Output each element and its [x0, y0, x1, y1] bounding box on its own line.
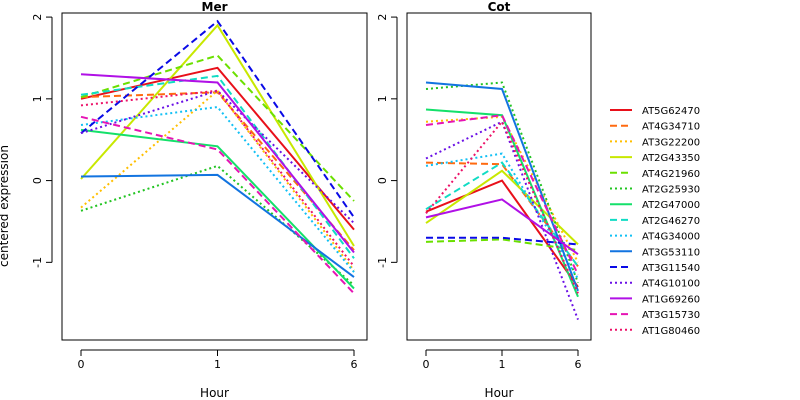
series-line-at3g53110: [80, 173, 355, 278]
legend-item: AT5G62470: [610, 106, 700, 117]
plot-frame: [406, 12, 592, 341]
legend-label: AT2G25930: [642, 185, 700, 196]
legend-item: AT2G47000: [610, 200, 700, 211]
panel-title: Cot: [488, 0, 511, 14]
series-line-at1g69260: [425, 198, 579, 256]
series-line-at1g80460: [80, 89, 355, 268]
legend-item: AT3G53110: [610, 247, 700, 258]
legend-item: AT2G46270: [610, 216, 700, 227]
panel-title: Mer: [202, 0, 228, 14]
legend-label: AT4G21960: [642, 169, 700, 180]
legend-label: AT2G43350: [642, 153, 700, 164]
legend-item: AT4G34000: [610, 232, 700, 243]
series-line-at4g34000: [80, 105, 355, 273]
legend-label: AT4G34710: [642, 122, 700, 133]
legend-label: AT3G22200: [642, 137, 700, 148]
x-tick-label: 0: [423, 358, 430, 371]
series-line-at2g25930: [425, 81, 579, 284]
legend-item: AT2G25930: [610, 185, 700, 196]
y-tick-label: 2: [31, 14, 44, 21]
chart-panel-cot: Cot 0 1 6 Hour -1 0 1 2: [376, 0, 592, 400]
y-tick-label: 1: [376, 95, 389, 102]
legend: AT5G62470 AT4G34710 AT3G22200 AT2G43350 AT4G…: [610, 106, 700, 337]
x-tick-label: 1: [214, 358, 221, 371]
y-tick-label: 1: [31, 95, 44, 102]
series-line-at3g15730: [80, 115, 355, 295]
legend-label: AT1G80460: [642, 326, 700, 337]
series-line-at3g22200: [80, 89, 355, 272]
series-line-at4g34710: [80, 91, 355, 251]
y-tick-label: -1: [376, 257, 389, 268]
x-tick-label: 1: [499, 358, 506, 371]
y-axis-label: centered expression: [0, 145, 11, 267]
chart-panels: Mer 0 1 6 Hour -1 0 1 2 Cot 0 1 6 Hour -1 0 1 2: [31, 0, 592, 400]
legend-label: AT1G69260: [642, 294, 700, 305]
x-tick-label: 0: [78, 358, 85, 371]
legend-label: AT3G53110: [642, 247, 700, 258]
legend-item: AT1G80460: [610, 326, 700, 337]
chart-panel-mer: Mer 0 1 6 Hour -1 0 1 2: [31, 0, 368, 400]
x-tick-label: 6: [351, 358, 358, 371]
legend-item: AT4G21960: [610, 169, 700, 180]
series-line-at2g46270: [425, 161, 579, 267]
legend-item: AT3G11540: [610, 263, 700, 274]
y-tick-label: 2: [376, 14, 389, 21]
series-line-at3g11540: [426, 236, 579, 246]
legend-item: AT2G43350: [610, 153, 700, 164]
y-tick-label: 0: [31, 177, 44, 184]
legend-label: AT3G15730: [642, 310, 700, 321]
legend-label: AT4G34000: [642, 232, 700, 243]
series-line-at5g62470: [425, 179, 579, 288]
y-tick-label: 0: [376, 177, 389, 184]
series-line-at4g10100: [425, 120, 579, 320]
legend-item: AT3G15730: [610, 310, 700, 321]
legend-label: AT5G62470: [642, 106, 700, 117]
series-line-at3g15730: [425, 114, 579, 276]
series-line-at2g47000: [80, 128, 355, 290]
series-line-at2g46270: [80, 74, 355, 259]
legend-item: AT4G10100: [610, 279, 700, 290]
legend-label: AT2G47000: [642, 200, 700, 211]
plot-frame: [61, 12, 368, 341]
series-line-at3g11540: [80, 19, 355, 218]
series-line-at1g69260: [80, 73, 355, 254]
series-line-at4g21960: [425, 238, 579, 252]
x-axis-label: Hour: [200, 386, 229, 400]
series-line-at3g53110: [425, 81, 579, 292]
y-tick-label: -1: [31, 257, 44, 268]
legend-item: AT3G22200: [610, 137, 700, 148]
legend-label: AT4G10100: [642, 279, 700, 290]
series-line-at4g34710: [425, 161, 579, 267]
legend-label: AT2G46270: [642, 216, 700, 227]
series-line-at4g34000: [425, 152, 579, 280]
legend-item: AT4G34710: [610, 122, 700, 133]
legend-item: AT1G69260: [610, 294, 700, 305]
x-tick-label: 6: [575, 358, 582, 371]
legend-label: AT3G11540: [642, 263, 700, 274]
x-axis-label: Hour: [485, 386, 514, 400]
